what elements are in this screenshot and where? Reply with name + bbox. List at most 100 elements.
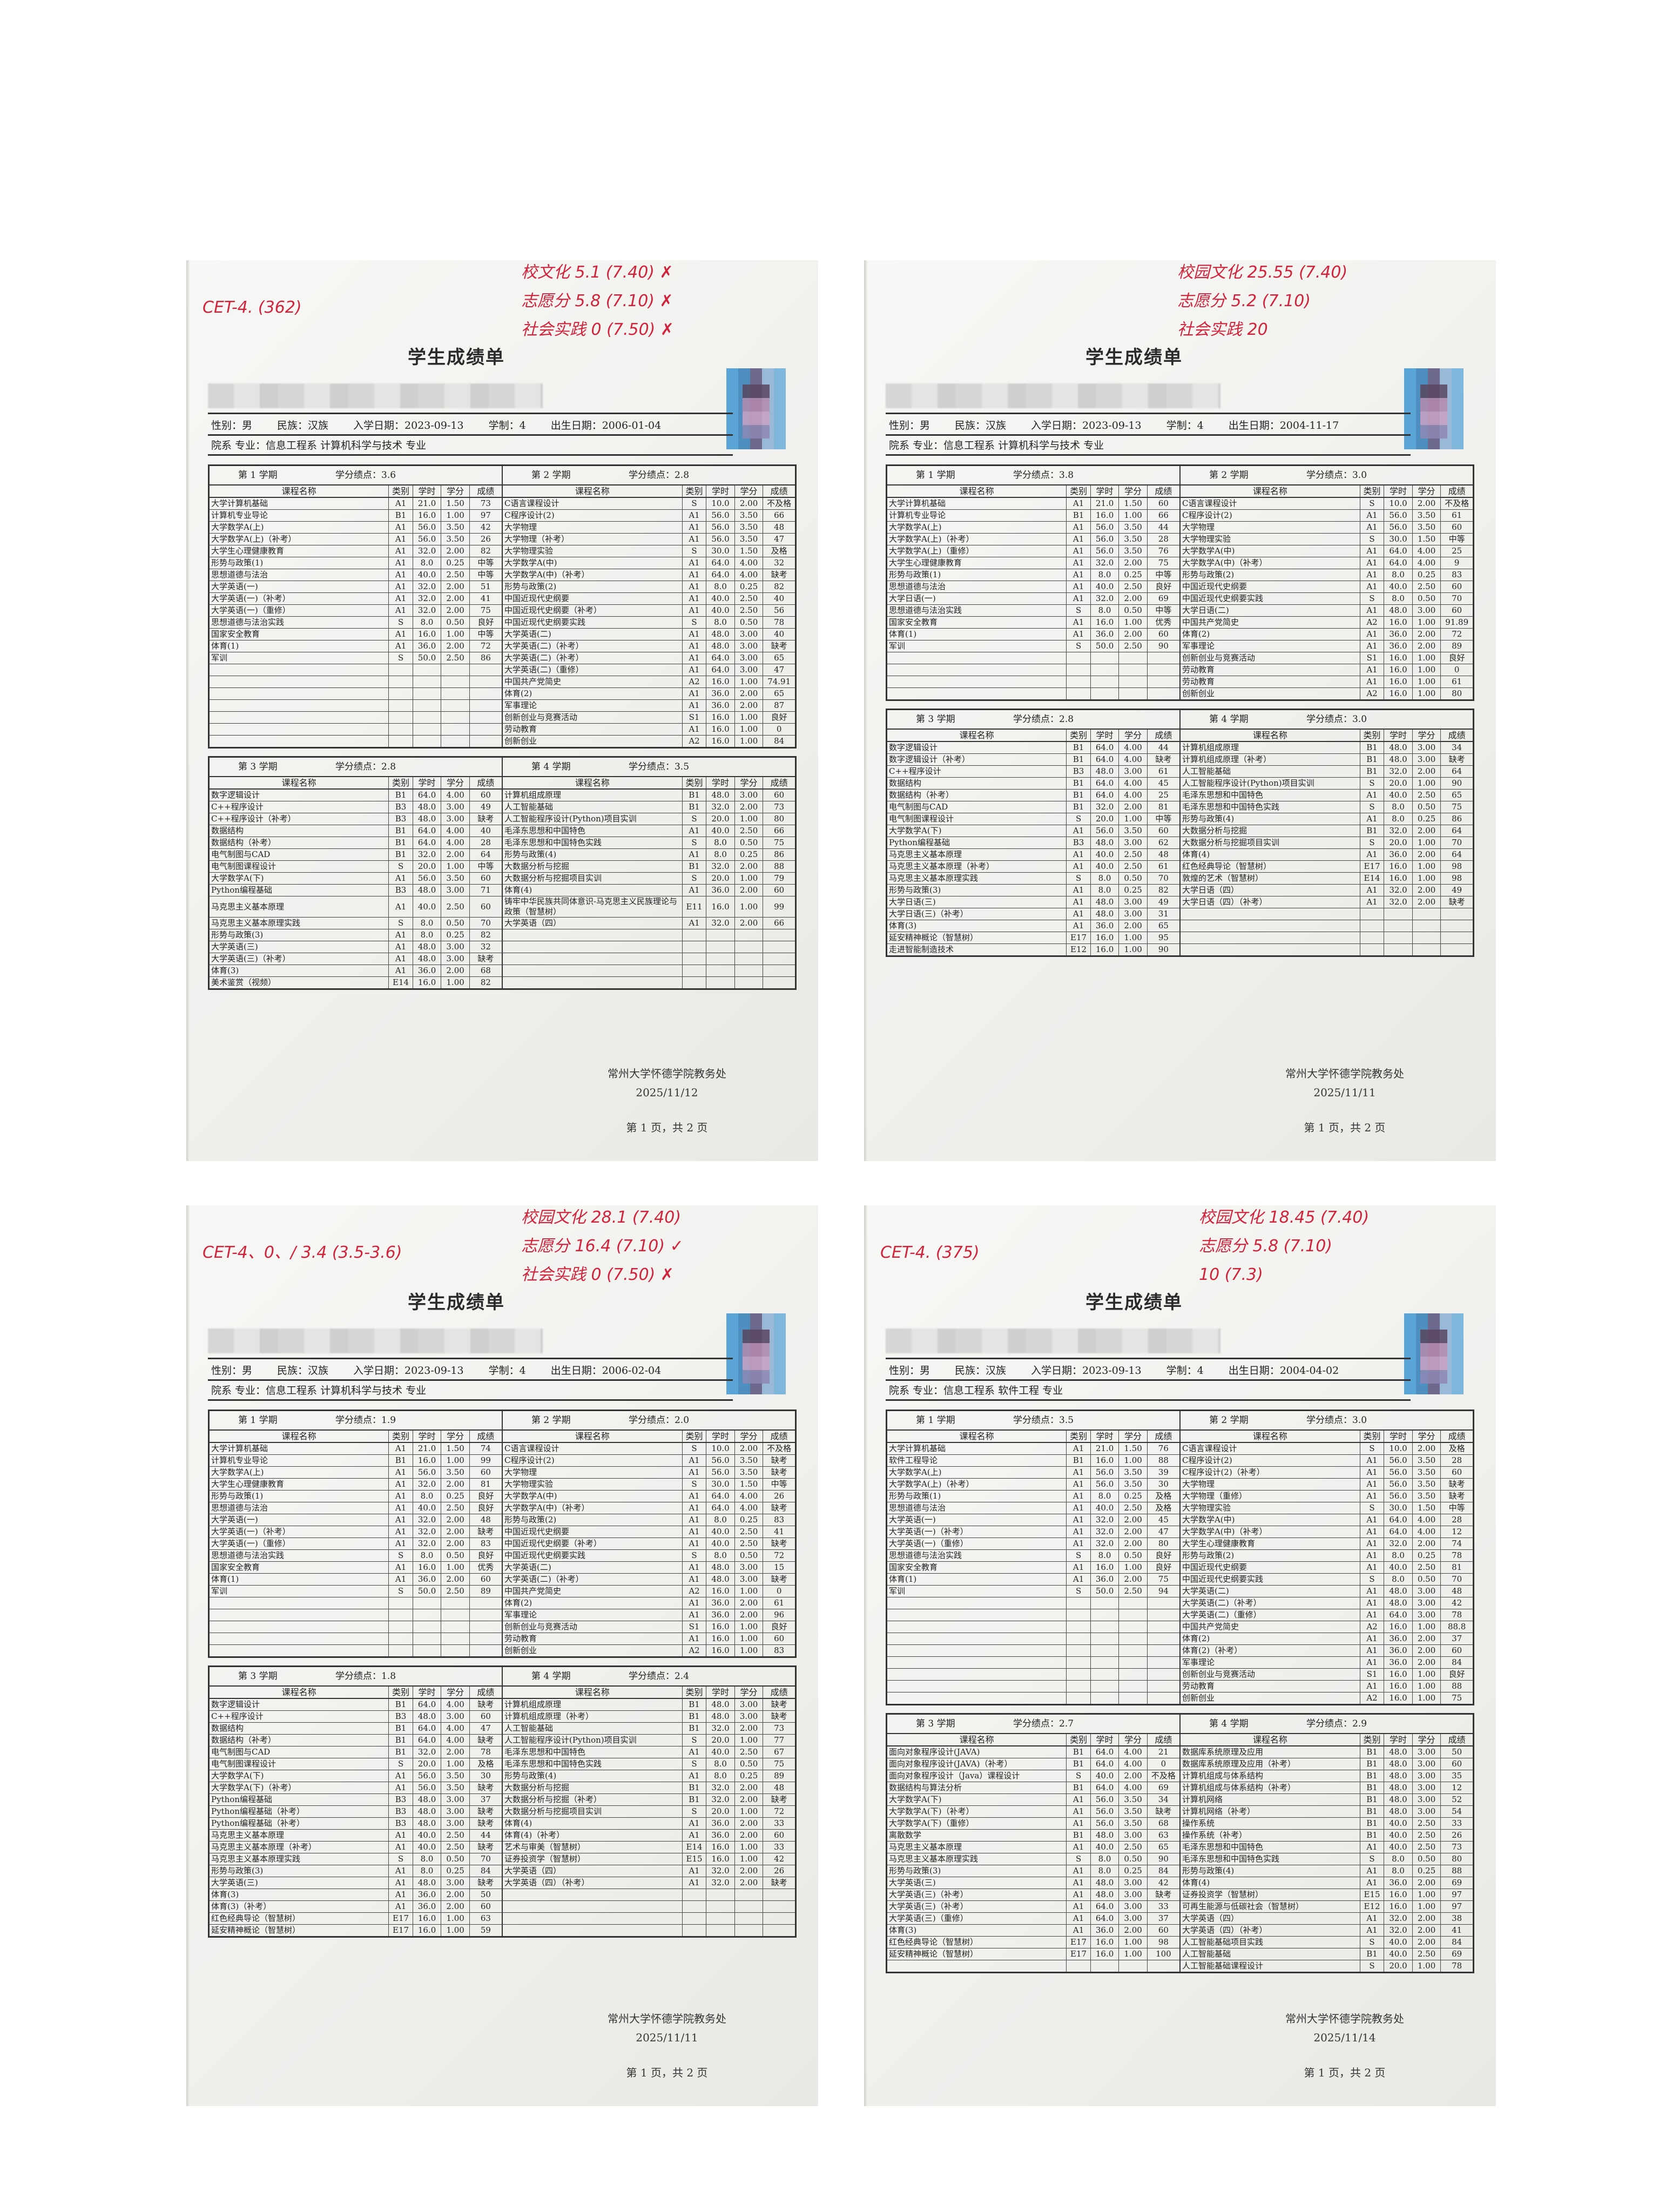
course-type [1359,932,1385,944]
table-row: 创新创业 A2 16.0 1.00 80 [886,687,1474,700]
course-hours: 48.0 [412,1805,442,1818]
table-row: 大学数学A(下)（补考） A1 56.0 3.50 缺考 大数据分析与挖掘 B1 32.0 2.… [208,1782,796,1794]
column-header: 学分 [1118,729,1148,742]
course-grade: 76 [1147,1442,1181,1455]
course-hours: 30.0 [1384,1502,1413,1514]
course-type: A1 [1066,581,1091,593]
course-credit: 0.25 [734,581,764,593]
course-type: A1 [1359,789,1385,801]
semester-label: 第 2 学期 [1209,469,1249,481]
handwritten-annotation: 校文化 5.1 (7.40) ✗ [521,263,673,282]
info-years: 学制：4 [1166,420,1204,431]
course-hours: 40.0 [1090,1502,1120,1514]
course-hours: 16.0 [706,1853,735,1865]
course-grade: 缺考 [1440,896,1474,908]
course-credit: 2.00 [1412,640,1441,652]
course-grade: 96 [763,1609,796,1621]
table-row: 大学英语(三)（补考） A1 64.0 3.00 33 可再生能源与低碳社会（智慧树） E1… [886,1900,1474,1913]
course-type: S [1066,604,1091,617]
course-grade: 37 [1440,1633,1474,1645]
course-name: 体育(1) [208,1573,389,1586]
semester-label: 第 4 学期 [531,761,571,772]
table-row: 思想道德与法治 A1 40.0 2.50 中等 大学数学A(中)（补考） A1 64.0 4.0… [208,569,796,581]
course-name [501,965,683,977]
course-name: 体育(1) [886,1573,1067,1586]
course-credit: 2.50 [441,1585,470,1597]
course-type: S1 [1359,1668,1385,1681]
course-name: 人工智能程序设计(Python)项目实训 [1179,777,1360,790]
course-hours: 8.0 [706,837,735,849]
course-type: B1 [388,1734,413,1746]
course-type: A1 [1066,1924,1091,1937]
course-grade: 60 [763,1829,796,1842]
course-grade: 60 [1440,604,1474,617]
course-hours: 20.0 [706,813,735,825]
course-credit: 2.50 [441,1502,470,1514]
course-credit: 2.00 [1412,896,1441,908]
course-type [1066,1633,1091,1645]
course-type: E14 [388,976,413,989]
course-name: 大学数学A(上)（重修） [886,545,1067,557]
course-name: 国家安全教育 [886,1561,1067,1574]
course-credit: 2.50 [734,604,764,617]
course-type: A1 [388,521,413,534]
course-name [886,664,1067,676]
course-type: A1 [1359,1841,1385,1853]
course-credit: 2.00 [1412,825,1441,837]
course-name: 创新创业与竞赛活动 [1179,1668,1360,1681]
course-hours: 32.0 [412,1478,442,1491]
course-name [208,1609,389,1621]
info-ethnicity: 民族：汉族 [955,1365,1007,1377]
course-hours: 48.0 [706,1698,735,1711]
course-hours: 40.0 [1384,1817,1413,1830]
course-name: 军训 [886,640,1067,652]
course-type [388,1609,413,1621]
table-row: 大学英语(一) A1 32.0 2.00 48 形势与政策(2) A1 8.0 0.25 83 [208,1514,796,1526]
course-name: 中国近现代史纲要 [501,592,683,605]
course-name: 创新创业 [1179,687,1360,700]
course-credit: 2.50 [1412,1841,1441,1853]
table-row: 马克思主义基本原理（补考） A1 40.0 2.50 缺考 艺术与审美（智慧树） E14 16… [208,1841,796,1853]
course-hours [1090,1656,1120,1669]
course-credit: 1.00 [1118,932,1148,944]
course-credit: 3.00 [734,628,764,640]
course-hours: 64.0 [412,837,442,849]
course-hours: 56.0 [706,533,735,545]
course-type: A1 [1066,1793,1091,1806]
course-grade: 缺考 [763,1793,796,1806]
course-grade [1147,664,1181,676]
course-hours: 32.0 [706,1865,735,1877]
course-grade: 83 [763,1514,796,1526]
course-hours: 50.0 [1090,1585,1120,1597]
course-grade: 61 [1440,676,1474,688]
course-hours: 64.0 [1384,1514,1413,1526]
course-hours: 16.0 [412,1454,442,1467]
course-credit: 3.00 [1118,1829,1148,1842]
course-type [1359,943,1385,956]
course-hours: 32.0 [1090,557,1120,569]
course-name: 数字逻辑设计 [208,788,389,801]
table-row: 形势与政策(1) A1 8.0 0.25 及格 大学物理（重修） A1 56.0 3.50 缺考 [886,1490,1474,1502]
course-hours: 16.0 [1090,509,1120,522]
course-name: 大学英语(一)（重修） [208,1537,389,1550]
course-credit: 1.00 [1118,1936,1148,1948]
course-hours: 32.0 [1384,1537,1413,1550]
info-ethnicity: 民族：汉族 [955,420,1007,431]
course-credit: 2.50 [1412,789,1441,801]
course-hours: 64.0 [1090,1758,1120,1770]
course-name: 形势与政策(4) [1179,813,1360,825]
course-hours: 40.0 [412,1841,442,1853]
course-credit: 3.50 [1412,1454,1441,1467]
course-name: 形势与政策(4) [501,848,683,861]
course-grade: 98 [1147,1936,1181,1948]
course-grade: 60 [1440,1466,1474,1479]
major-row: 院系 专业：信息工程系 计算机科学与技术 专业 [208,434,733,456]
course-name: 中国近现代史纲要实践 [1179,1573,1360,1586]
course-type [388,1597,413,1609]
course-grade: 70 [1147,872,1181,885]
course-grade [469,1609,503,1621]
table-row: 体育(2) A1 36.0 2.00 65 [208,687,796,700]
course-hours: 20.0 [706,1734,735,1746]
semester-header-row: 第 3 学期 学分绩点：2.8 第 4 学期 学分绩点：3.5 [208,757,796,777]
transcript-sheet: 学生成绩单 性别：男 民族：汉族 入学日期：2023-09-13 学制：4 出生日期：20… [864,260,1496,1161]
